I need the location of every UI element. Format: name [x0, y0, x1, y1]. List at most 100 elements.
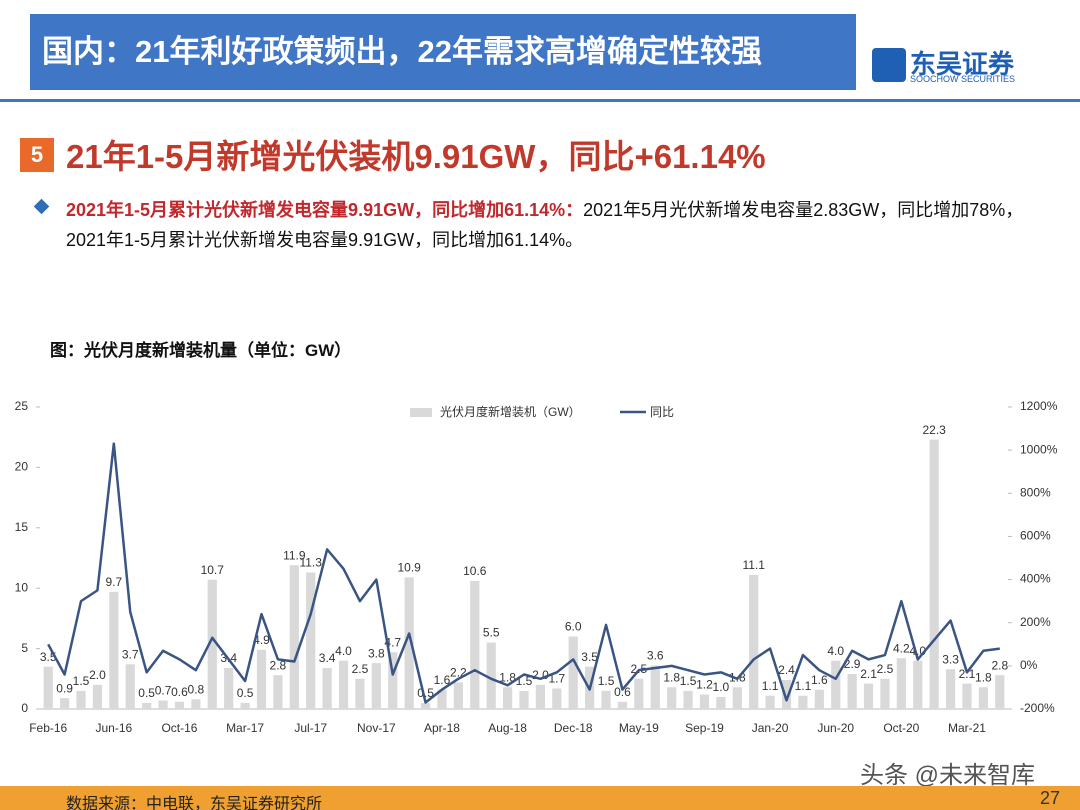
x-tick-label: Feb-16: [29, 721, 67, 735]
bar: [191, 699, 201, 709]
y2-tick-label: -200%: [1020, 701, 1055, 715]
legend-swatch: [410, 408, 432, 417]
footer-bar: [0, 786, 1080, 810]
watermark: 头条 @未来智库: [860, 762, 1036, 789]
bar: [142, 702, 152, 709]
bar: [765, 695, 775, 709]
line: [47, 442, 1000, 704]
logo-en: SOOCHOW SECURITIES: [910, 74, 1016, 84]
bar: [453, 682, 463, 709]
bar: [552, 688, 562, 709]
bar: [945, 669, 956, 709]
bar: [781, 680, 792, 709]
bar: [978, 687, 988, 709]
data-label: 2.8: [991, 658, 1008, 672]
header-title: 国内：21年利好政策频出，22年需求高增确定性较强: [30, 14, 856, 90]
data-label: 1.0: [713, 680, 730, 694]
x-tick-label: Jun-16: [95, 721, 132, 735]
bar: [929, 439, 939, 709]
data-label: 3.6: [647, 649, 664, 663]
data-label: 0.6: [614, 685, 631, 699]
bar: [60, 698, 70, 709]
data-label: 2.5: [877, 662, 894, 676]
y2-tick-label: 0%: [1020, 658, 1038, 672]
data-label: 5.5: [483, 626, 500, 640]
x-tick-label: Oct-16: [161, 721, 197, 735]
y-tick-label: 20: [15, 460, 29, 474]
x-tick-label: Jun-20: [817, 721, 854, 735]
bar: [306, 572, 316, 709]
bar: [224, 667, 234, 709]
bar: [174, 701, 185, 709]
y-tick-label: 10: [15, 580, 29, 594]
page-number: 27: [1039, 788, 1060, 808]
bullet-highlight: 2021年1-5月累计光伏新增发电容量9.91GW，同比增加61.14%：: [66, 200, 584, 220]
bar: [716, 696, 726, 709]
data-label: 2.5: [352, 662, 369, 676]
chart-title: 图：光伏月度新增装机量（单位：GW）: [50, 341, 352, 360]
x-tick-label: Apr-18: [424, 721, 460, 735]
x-tick-label: Jan-20: [752, 721, 789, 735]
bar: [732, 687, 742, 709]
y2-tick-label: 1200%: [1020, 399, 1058, 413]
data-label: 4.2: [893, 641, 910, 655]
bar: [289, 565, 299, 709]
data-label: 1.6: [811, 673, 828, 687]
x-tick-label: Dec-18: [554, 721, 593, 735]
bar: [519, 690, 529, 709]
data-label: 2.0: [89, 668, 106, 682]
bar: [404, 577, 414, 709]
bar: [913, 660, 923, 709]
bar: [437, 689, 447, 709]
y2-tick-label: 800%: [1020, 485, 1051, 499]
data-label: 0.6: [171, 685, 188, 699]
bar: [371, 663, 381, 709]
data-label: 0.9: [56, 681, 73, 695]
bar: [749, 574, 759, 709]
y-tick-label: 15: [15, 520, 29, 534]
data-label: 1.2: [696, 678, 713, 692]
bar: [470, 580, 480, 709]
header-rule: [0, 99, 1080, 102]
section-title: 21年1-5月新增光伏装机9.91GW，同比+61.14%: [66, 138, 766, 175]
bar: [880, 678, 890, 709]
data-label: 1.5: [680, 674, 697, 688]
data-label: 4.9: [253, 633, 270, 647]
data-label: 2.9: [844, 657, 861, 671]
bar: [863, 683, 874, 709]
bar: [355, 678, 365, 709]
section-number: 5: [20, 138, 54, 172]
data-label: 2.4: [778, 663, 795, 677]
data-label: 11.9: [283, 548, 306, 562]
data-label: 1.5: [73, 674, 90, 688]
bar: [601, 690, 611, 709]
x-tick-label: Jul-17: [294, 721, 327, 735]
bar: [568, 636, 578, 709]
y2-tick-label: 1000%: [1020, 442, 1058, 456]
data-label: 3.3: [942, 652, 959, 666]
data-label: 4.0: [335, 644, 352, 658]
bar: [798, 695, 808, 709]
bar: [125, 664, 135, 709]
y2-tick-label: 400%: [1020, 572, 1051, 586]
x-tick-label: Mar-21: [948, 721, 986, 735]
data-label: 0.7: [155, 684, 172, 698]
bullet: 2021年1-5月累计光伏新增发电容量9.91GW，同比增加61.14%：202…: [66, 195, 1056, 255]
data-label: 6.0: [565, 620, 582, 634]
bar: [962, 683, 972, 709]
bar: [634, 678, 644, 709]
data-label: 1.6: [434, 673, 451, 687]
bullet-icon: [33, 198, 50, 215]
data-label: 2.1: [959, 667, 976, 681]
legend-label: 光伏月度新增装机（GW）: [440, 404, 581, 419]
bar: [388, 652, 398, 709]
data-label: 2.8: [270, 658, 287, 672]
bar: [667, 687, 677, 709]
bar: [256, 649, 267, 709]
bar: [683, 690, 693, 709]
data-label: 3.5: [581, 650, 598, 664]
data-label: 10.7: [201, 563, 225, 577]
data-label: 0.8: [188, 683, 205, 697]
y-tick-label: 25: [15, 399, 29, 413]
bar: [535, 684, 546, 709]
